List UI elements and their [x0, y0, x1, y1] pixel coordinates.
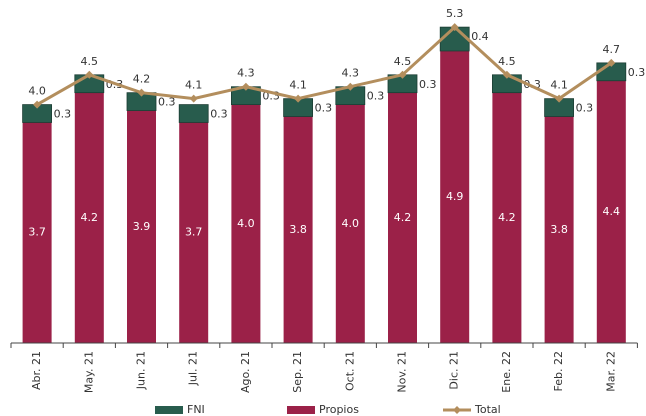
bar-segment	[127, 110, 156, 343]
total-marker	[398, 70, 407, 79]
legend-label: Propios	[319, 403, 359, 416]
total-marker	[450, 23, 459, 32]
x-tick-label: Ene. 22	[500, 351, 513, 393]
bar-segment	[179, 122, 209, 343]
bar-value-label: 0.4	[471, 30, 489, 43]
bar-segment	[283, 116, 313, 344]
total-value-label: 4.7	[603, 43, 621, 56]
bar-value-label: 0.3	[367, 90, 385, 103]
x-tick-label: Oct. 21	[343, 351, 356, 391]
x-tick-label: Jun. 21	[135, 351, 148, 390]
total-value-label: 4.1	[185, 79, 203, 92]
bar-value-label: 4.2	[498, 211, 516, 224]
bar-segment	[440, 50, 470, 344]
bar-segment	[596, 80, 626, 343]
bar-value-label: 0.3	[419, 78, 437, 91]
bar-segment	[22, 122, 52, 343]
bar-value-label: 3.7	[28, 226, 46, 239]
legend-swatch	[155, 406, 183, 414]
total-value-label: 4.5	[498, 55, 516, 68]
total-marker	[607, 58, 616, 67]
x-tick-label: Abr. 21	[30, 351, 43, 390]
total-marker	[241, 82, 250, 91]
total-marker	[294, 94, 303, 103]
bar-value-label: 0.3	[158, 96, 176, 109]
total-marker	[555, 94, 564, 103]
legend-label: Total	[474, 403, 501, 416]
x-tick-label: Jul. 21	[187, 351, 200, 386]
total-value-label: 4.3	[342, 67, 360, 80]
x-tick-label: May. 21	[82, 351, 95, 393]
bar-segment	[388, 92, 417, 344]
x-tick-label: Sep. 21	[291, 351, 304, 393]
total-marker	[189, 94, 198, 103]
total-marker	[33, 100, 42, 109]
x-tick-label: Mar. 22	[604, 351, 617, 392]
total-value-label: 4.1	[289, 79, 307, 92]
bar-value-label: 0.3	[576, 102, 594, 115]
bar-value-label: 4.2	[394, 211, 412, 224]
total-value-label: 4.5	[81, 55, 99, 68]
bar-value-label: 0.3	[315, 102, 333, 115]
bar-value-label: 3.8	[550, 223, 568, 236]
legend-swatch	[287, 406, 315, 414]
total-line	[36, 25, 613, 106]
total-value-label: 4.2	[133, 73, 151, 86]
x-tick-label: Dic. 21	[448, 351, 461, 390]
bar-value-label: 0.3	[628, 66, 646, 79]
total-value-label: 4.5	[394, 55, 412, 68]
total-value-label: 4.3	[237, 67, 255, 80]
legend-label: FNI	[187, 403, 205, 416]
bar-value-label: 4.0	[237, 217, 255, 230]
bar-value-label: 4.4	[603, 205, 621, 218]
bar-value-label: 4.9	[446, 190, 464, 203]
total-marker	[346, 82, 355, 91]
bar-value-label: 3.7	[185, 226, 203, 239]
bar-value-label: 3.9	[133, 220, 151, 233]
bar-segment	[178, 104, 209, 123]
x-tick-label: Feb. 22	[552, 351, 565, 391]
bar-segment	[544, 116, 574, 344]
total-value-label: 4.1	[550, 79, 568, 92]
total-marker	[137, 88, 146, 97]
bar-value-label: 4.0	[342, 217, 360, 230]
bar-value-label: 3.8	[289, 223, 307, 236]
total-marker	[85, 70, 94, 79]
bar-segment	[231, 104, 261, 343]
x-tick-label: Nov. 21	[396, 351, 409, 393]
bar-segment	[74, 92, 104, 344]
total-marker	[502, 70, 511, 79]
bar-value-label: 0.3	[210, 108, 228, 121]
total-value-label: 5.3	[446, 7, 464, 20]
bar-value-label: 4.2	[81, 211, 99, 224]
bar-value-label: 0.3	[54, 108, 72, 121]
x-tick-label: Ago. 21	[239, 351, 252, 393]
bar-segment	[492, 92, 522, 344]
legend-marker	[453, 406, 461, 414]
total-value-label: 4.0	[28, 85, 46, 98]
bar-segment	[335, 104, 365, 343]
